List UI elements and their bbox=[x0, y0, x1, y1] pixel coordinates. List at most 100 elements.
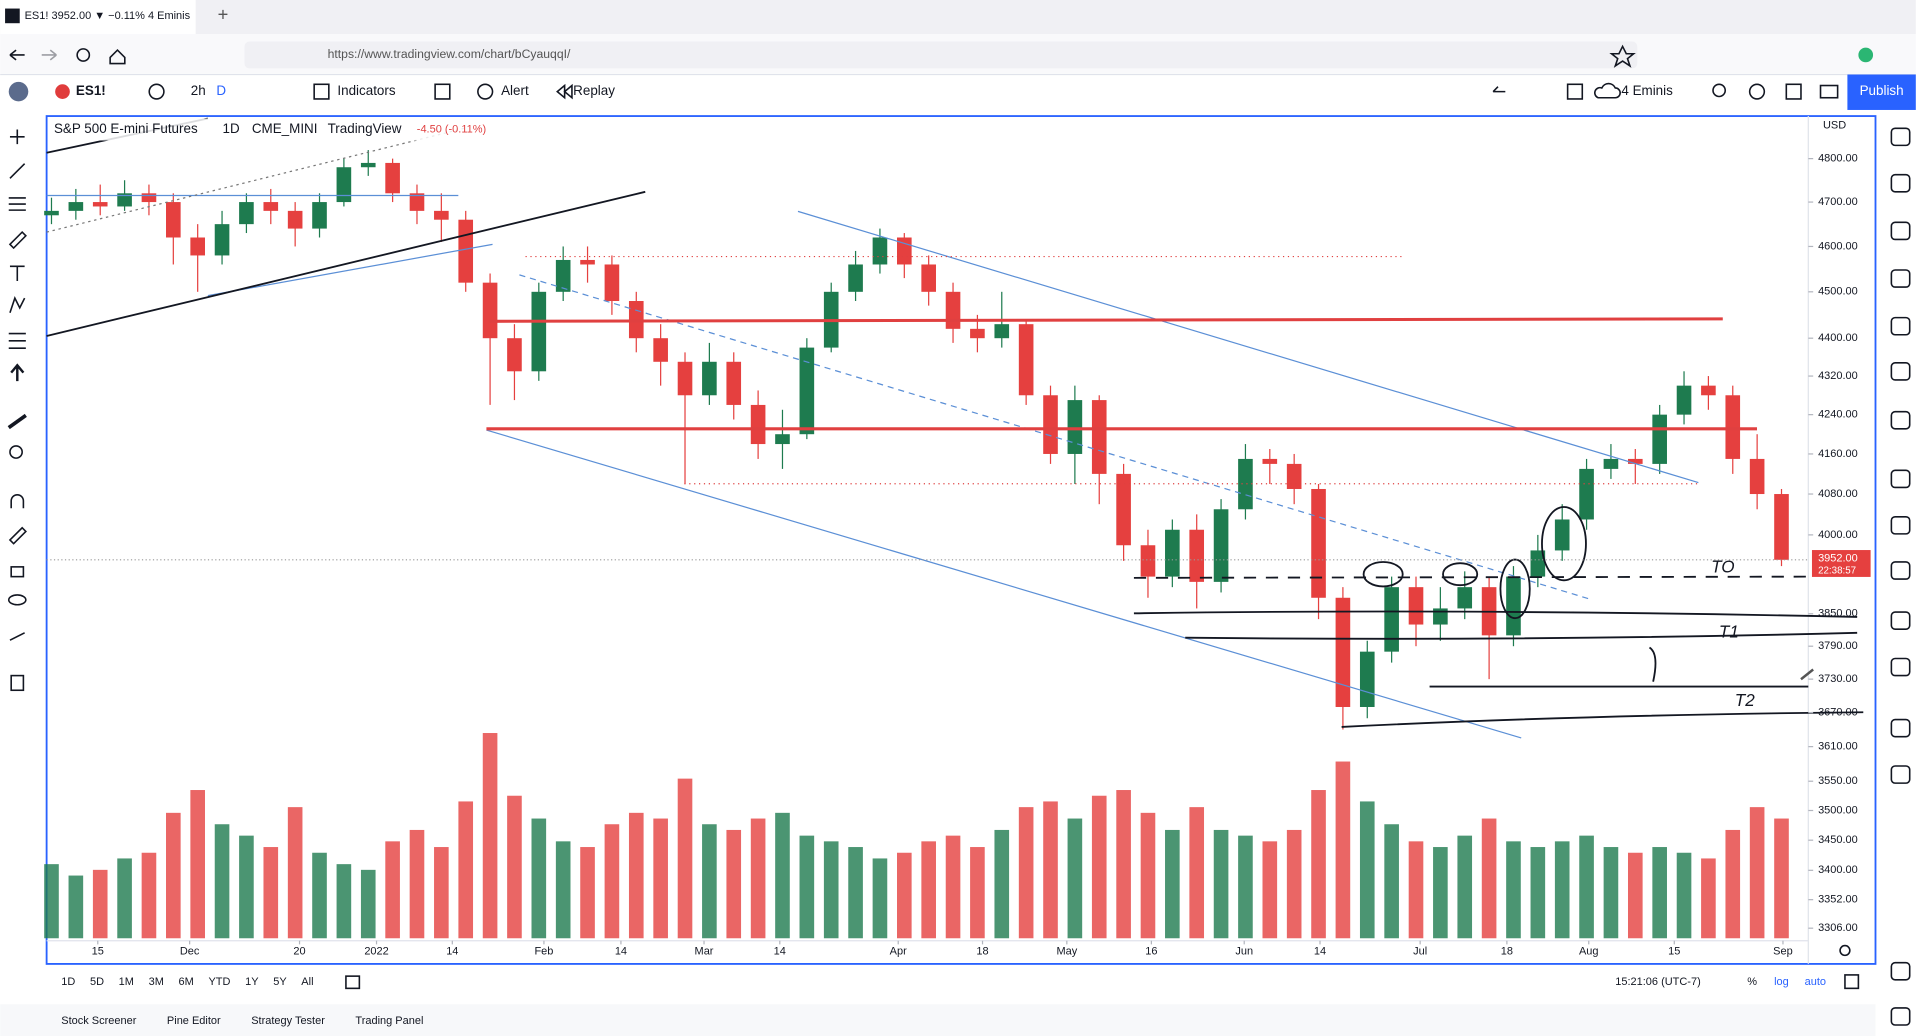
chart-pane[interactable] bbox=[45, 115, 1877, 965]
sidebar-button[interactable] bbox=[1890, 765, 1911, 784]
hide-tool[interactable] bbox=[7, 594, 27, 606]
alert-button[interactable]: Alert bbox=[501, 83, 529, 98]
search-button[interactable] bbox=[1712, 83, 1727, 98]
candle-body bbox=[1603, 458, 1619, 469]
pattern-tool[interactable] bbox=[9, 296, 26, 314]
interval-alt[interactable]: D bbox=[216, 83, 226, 98]
sidebar-button[interactable] bbox=[1890, 221, 1911, 241]
channel-line bbox=[486, 429, 1522, 739]
sidebar-button[interactable] bbox=[1890, 961, 1911, 981]
sidebar-button[interactable] bbox=[1890, 1007, 1911, 1026]
fullscreen-button[interactable] bbox=[1785, 83, 1802, 100]
back-button[interactable] bbox=[9, 49, 25, 61]
panel-tab[interactable]: Stock Screener bbox=[61, 1015, 136, 1027]
stay-drawing-tool[interactable] bbox=[8, 526, 27, 545]
bookmark-star[interactable] bbox=[1609, 44, 1636, 68]
templates-button[interactable] bbox=[434, 83, 451, 100]
ruler-tool[interactable] bbox=[7, 413, 27, 430]
range-button[interactable]: 3M bbox=[149, 976, 164, 988]
link-tool[interactable] bbox=[9, 632, 25, 641]
volume-bar bbox=[1018, 807, 1034, 939]
range-button[interactable]: 5D bbox=[90, 976, 104, 988]
brush-tool[interactable] bbox=[8, 230, 27, 250]
lock-tool[interactable] bbox=[10, 566, 25, 578]
magnet-tool[interactable] bbox=[10, 494, 25, 509]
sidebar-button[interactable] bbox=[1890, 269, 1911, 288]
trend-line-tool[interactable] bbox=[9, 163, 26, 179]
chart-change: -4.50 (-0.11%) bbox=[417, 123, 486, 135]
layout-button[interactable] bbox=[1566, 83, 1584, 100]
range-button[interactable]: 1M bbox=[119, 976, 134, 988]
crosshair-tool[interactable] bbox=[9, 129, 25, 145]
volume-bar bbox=[1213, 829, 1229, 939]
range-button[interactable]: All bbox=[301, 976, 313, 988]
sidebar-button[interactable] bbox=[1890, 611, 1911, 630]
sidebar-button[interactable] bbox=[1890, 657, 1911, 677]
sidebar-button[interactable] bbox=[1890, 362, 1911, 381]
publish-button[interactable] bbox=[1847, 74, 1916, 110]
range-button[interactable]: YTD bbox=[208, 976, 230, 988]
sidebar-button[interactable] bbox=[1890, 316, 1911, 336]
candle-body bbox=[360, 162, 376, 168]
symbol[interactable]: ES1! bbox=[76, 83, 106, 98]
panel-tab[interactable]: Trading Panel bbox=[355, 1015, 423, 1027]
compare-button[interactable] bbox=[148, 83, 165, 100]
panel-tab[interactable]: Strategy Tester bbox=[251, 1015, 325, 1027]
arrow-tool[interactable] bbox=[10, 363, 25, 382]
sidebar-button[interactable] bbox=[1890, 718, 1911, 738]
time-axis-settings[interactable] bbox=[1839, 944, 1851, 957]
range-button[interactable]: 5Y bbox=[273, 976, 287, 988]
currency[interactable]: USD bbox=[1823, 120, 1846, 132]
tab[interactable] bbox=[0, 0, 196, 35]
sidebar-button[interactable] bbox=[1890, 410, 1911, 430]
extension-icon[interactable] bbox=[1858, 47, 1874, 63]
reset-scale[interactable] bbox=[1844, 974, 1860, 990]
go-to-date[interactable] bbox=[345, 975, 361, 990]
fib-tool[interactable] bbox=[8, 197, 26, 211]
reload-button[interactable] bbox=[76, 48, 91, 62]
interval[interactable]: 2h bbox=[191, 83, 206, 98]
x-tick-label: 2022 bbox=[364, 946, 388, 958]
panel-tab[interactable]: Pine Editor bbox=[167, 1015, 221, 1027]
snapshot-button[interactable] bbox=[1819, 84, 1839, 99]
candle-layer bbox=[44, 150, 1789, 730]
auto-toggle[interactable]: auto bbox=[1805, 976, 1826, 988]
forecast-tool[interactable] bbox=[8, 332, 26, 349]
candle-body bbox=[1165, 529, 1180, 577]
candle-body bbox=[848, 264, 863, 292]
avatar[interactable] bbox=[8, 81, 29, 102]
settings-button[interactable] bbox=[1748, 83, 1766, 100]
candle-body bbox=[1749, 458, 1765, 495]
delete-tool[interactable] bbox=[10, 674, 25, 692]
sidebar-button[interactable] bbox=[1890, 561, 1911, 580]
indicators-button[interactable]: Indicators bbox=[337, 83, 395, 98]
range-button[interactable]: 1Y bbox=[245, 976, 259, 988]
candle-body bbox=[1579, 468, 1594, 520]
sidebar-button[interactable] bbox=[1890, 173, 1911, 193]
new-tab[interactable]: + bbox=[218, 4, 229, 25]
range-button[interactable]: 6M bbox=[179, 976, 194, 988]
sidebar-button[interactable] bbox=[1890, 127, 1911, 147]
hand-mark bbox=[1648, 646, 1657, 682]
log-toggle[interactable]: log bbox=[1774, 976, 1789, 988]
forward-button[interactable] bbox=[41, 49, 57, 61]
volume-bar bbox=[994, 829, 1010, 939]
percent-toggle[interactable]: % bbox=[1747, 976, 1757, 988]
zoom-tool[interactable] bbox=[9, 445, 23, 459]
sidebar-button[interactable] bbox=[1890, 469, 1911, 489]
layout-name[interactable]: 4 Eminis bbox=[1621, 83, 1673, 98]
volume-bar bbox=[1335, 761, 1351, 939]
text-tool[interactable] bbox=[9, 265, 25, 281]
home-button[interactable] bbox=[109, 48, 126, 65]
candle-body bbox=[1506, 576, 1521, 636]
replay-button[interactable]: Replay bbox=[573, 83, 615, 98]
sidebar-button[interactable] bbox=[1890, 515, 1911, 535]
undo-button[interactable] bbox=[1492, 86, 1506, 93]
volume-bar bbox=[1262, 841, 1278, 939]
volume-bar bbox=[1408, 841, 1424, 939]
drawing-toolbar bbox=[0, 111, 37, 1036]
range-button[interactable]: 1D bbox=[61, 976, 75, 988]
url-field[interactable] bbox=[244, 41, 1638, 69]
y-tick-label: 4000.00 bbox=[1818, 529, 1858, 541]
